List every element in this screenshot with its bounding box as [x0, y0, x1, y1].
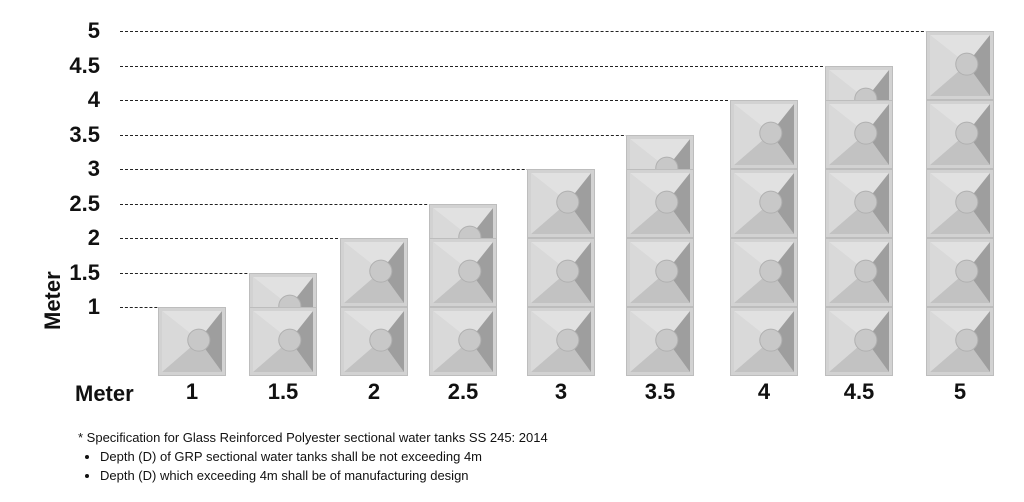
- tank-column: [429, 203, 497, 376]
- x-tick-label: 3.5: [644, 379, 676, 404]
- tank-panel: [158, 307, 226, 376]
- y-axis-title: Meter: [40, 271, 65, 330]
- tank-column: [158, 307, 226, 376]
- tank-panel: [926, 31, 994, 100]
- height-guide-line: [120, 65, 893, 67]
- y-tick-label: 1.5: [69, 259, 100, 285]
- tank-panel: [730, 169, 798, 238]
- y-tick-label: 3: [87, 156, 100, 181]
- tank-panel: [926, 238, 994, 307]
- x-tick-label: 2: [367, 379, 381, 404]
- tank-panel: [626, 238, 694, 307]
- tank-column: [926, 31, 994, 376]
- y-tick-label: 5: [87, 18, 100, 43]
- tank-column: [527, 169, 595, 376]
- height-guide-line: [120, 31, 994, 32]
- notes-item: Depth (D) of GRP sectional water tanks s…: [100, 447, 548, 466]
- x-tick-label: 1: [185, 379, 199, 404]
- tank-half-panel: [825, 65, 893, 100]
- tank-panel: [730, 238, 798, 307]
- height-guide-line: [120, 134, 694, 136]
- height-guide-line: [120, 238, 408, 239]
- notes-item: Depth (D) which exceeding 4m shall be of…: [100, 466, 548, 485]
- tank-column: [249, 272, 317, 376]
- y-tick-label: 4.5: [69, 52, 100, 78]
- tank-panel: [730, 100, 798, 169]
- tank-panel: [825, 169, 893, 238]
- tank-panel: [825, 238, 893, 307]
- y-tick-label: 2.5: [69, 190, 100, 216]
- tank-panel: [926, 307, 994, 376]
- tank-half-panel: [249, 272, 317, 307]
- tank-column: [730, 100, 798, 376]
- height-guide-line: [120, 203, 497, 205]
- tank-panel: [626, 307, 694, 376]
- x-axis-title: Meter: [75, 381, 134, 406]
- tank-panel: [429, 238, 497, 307]
- y-tick-label: 4: [87, 87, 100, 112]
- specification-notes: * Specification for Glass Reinforced Pol…: [78, 428, 548, 485]
- tank-panel: [340, 307, 408, 376]
- tank-panel: [527, 238, 595, 307]
- notes-heading: * Specification for Glass Reinforced Pol…: [78, 430, 548, 445]
- height-guide-line: [120, 169, 595, 170]
- tank-half-panel: [429, 203, 497, 238]
- tank-panel: [340, 238, 408, 307]
- height-guide-line: [120, 100, 798, 101]
- x-tick-label: 4.5: [843, 379, 875, 404]
- x-tick-label: 2.5: [447, 379, 479, 404]
- tank-panel: [626, 169, 694, 238]
- x-tick-label: 4: [757, 379, 771, 404]
- tank-panel: [926, 100, 994, 169]
- tank-panel: [730, 307, 798, 376]
- x-tick-label: 1.5: [267, 379, 299, 404]
- notes-list: Depth (D) of GRP sectional water tanks s…: [78, 447, 548, 485]
- tank-panel: [825, 307, 893, 376]
- tank-half-panel: [626, 134, 694, 169]
- tank-panel: [926, 169, 994, 238]
- tank-panel: [825, 100, 893, 169]
- y-tick-label: 1: [87, 294, 100, 319]
- y-tick-label: 3.5: [69, 121, 100, 147]
- tank-column: [340, 238, 408, 376]
- tank-panel: [249, 307, 317, 376]
- y-tick-label: 2: [87, 225, 100, 250]
- height-guide-line: [120, 272, 317, 274]
- tank-panel: [527, 307, 595, 376]
- tank-column: [626, 134, 694, 376]
- tank-panel: [429, 307, 497, 376]
- x-tick-label: 5: [953, 379, 967, 404]
- tank-panel: [527, 169, 595, 238]
- tank-column: [825, 65, 893, 376]
- x-tick-label: 3: [554, 379, 568, 404]
